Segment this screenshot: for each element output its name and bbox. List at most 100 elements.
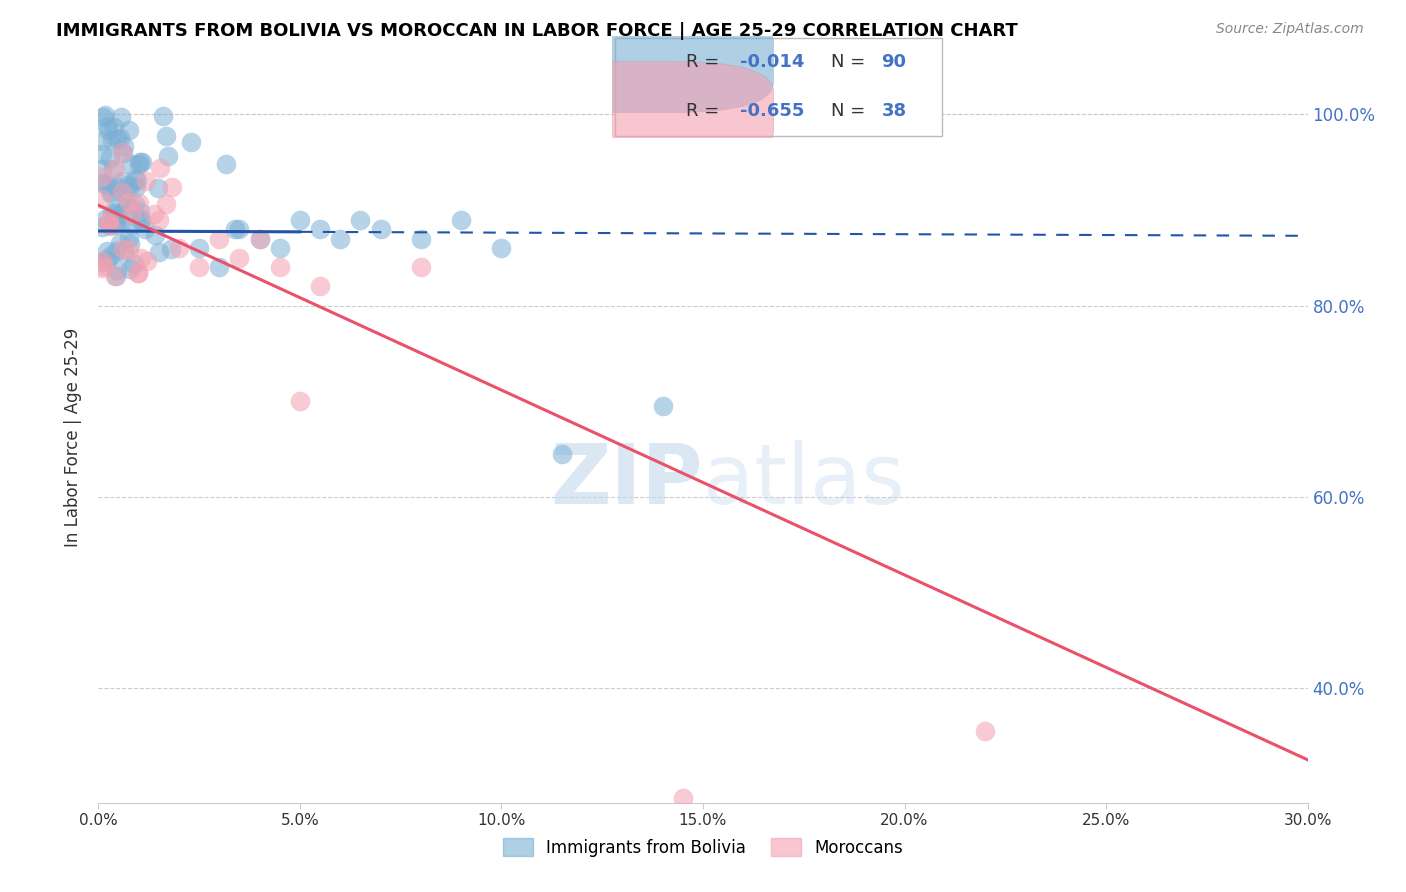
Text: -0.014: -0.014: [740, 53, 804, 70]
Point: [105, 212, 128, 227]
Point: [228, 251, 250, 265]
Point: [114, 195, 136, 210]
Point: [409, 232, 432, 246]
Point: [111, 185, 134, 199]
Y-axis label: In Labor Force | Age 25-29: In Labor Force | Age 25-29: [65, 327, 83, 547]
FancyBboxPatch shape: [524, 12, 773, 112]
Point: [124, 172, 146, 186]
Point: [370, 222, 392, 236]
Point: [104, 205, 127, 219]
Text: -0.655: -0.655: [740, 102, 804, 120]
Point: [110, 110, 132, 124]
Point: [91, 162, 114, 177]
Point: [157, 149, 180, 163]
Point: [110, 131, 132, 145]
Point: [118, 194, 141, 209]
Point: [93, 212, 115, 227]
Text: R =: R =: [686, 53, 725, 70]
Point: [111, 173, 134, 187]
Point: [128, 214, 150, 228]
Point: [96, 244, 118, 258]
Point: [91, 147, 114, 161]
Point: [118, 236, 141, 251]
Point: [159, 242, 181, 256]
Point: [136, 253, 159, 268]
Point: [167, 241, 190, 255]
Point: [134, 221, 156, 235]
Point: [104, 269, 127, 284]
Point: [104, 161, 127, 176]
Point: [124, 179, 146, 194]
Point: [94, 108, 117, 122]
Point: [651, 399, 673, 413]
Point: [91, 254, 114, 268]
Point: [91, 192, 114, 206]
Point: [100, 185, 122, 199]
Point: [118, 231, 141, 245]
Point: [105, 180, 128, 194]
Point: [91, 110, 114, 124]
FancyBboxPatch shape: [614, 37, 942, 136]
Point: [349, 212, 371, 227]
Point: [162, 180, 184, 194]
Legend: Immigrants from Bolivia, Moroccans: Immigrants from Bolivia, Moroccans: [503, 838, 903, 856]
Point: [269, 241, 291, 255]
Point: [94, 178, 117, 192]
Point: [491, 241, 513, 255]
Point: [100, 219, 122, 233]
Point: [125, 173, 148, 187]
Point: [148, 212, 170, 227]
Point: [112, 138, 135, 153]
Point: [127, 266, 149, 280]
Point: [129, 205, 152, 219]
Point: [98, 151, 121, 165]
Point: [249, 232, 271, 246]
Point: [288, 212, 311, 227]
Point: [98, 249, 121, 263]
Point: [121, 207, 143, 221]
Point: [118, 180, 141, 194]
Point: [91, 220, 114, 235]
Point: [155, 129, 177, 144]
Point: [149, 161, 172, 176]
Point: [135, 174, 157, 188]
Point: [105, 263, 128, 277]
Point: [148, 245, 170, 260]
Point: [551, 447, 574, 461]
Point: [146, 181, 169, 195]
Point: [120, 157, 142, 171]
Point: [129, 252, 152, 266]
Point: [142, 206, 165, 220]
Point: [100, 186, 122, 201]
Point: [105, 207, 128, 221]
Point: [128, 154, 150, 169]
Point: [93, 259, 115, 273]
Point: [188, 241, 211, 255]
Point: [91, 260, 114, 275]
Point: [288, 394, 311, 409]
Point: [108, 207, 131, 221]
Point: [329, 232, 352, 246]
Point: [143, 228, 166, 243]
Text: atlas: atlas: [703, 441, 904, 522]
Text: 90: 90: [882, 53, 907, 70]
Point: [118, 123, 141, 137]
Point: [103, 120, 125, 134]
Point: [91, 176, 114, 190]
Point: [110, 215, 132, 229]
Point: [269, 260, 291, 275]
Point: [409, 260, 432, 275]
Point: [124, 196, 146, 211]
Point: [97, 213, 120, 227]
Point: [131, 155, 153, 169]
Point: [122, 257, 145, 271]
Point: [104, 268, 127, 283]
Point: [152, 109, 174, 123]
Point: [155, 197, 177, 211]
Point: [112, 243, 135, 257]
Point: [105, 132, 128, 146]
Point: [974, 724, 997, 739]
Text: N =: N =: [831, 102, 870, 120]
Point: [91, 170, 114, 185]
Point: [96, 119, 118, 133]
